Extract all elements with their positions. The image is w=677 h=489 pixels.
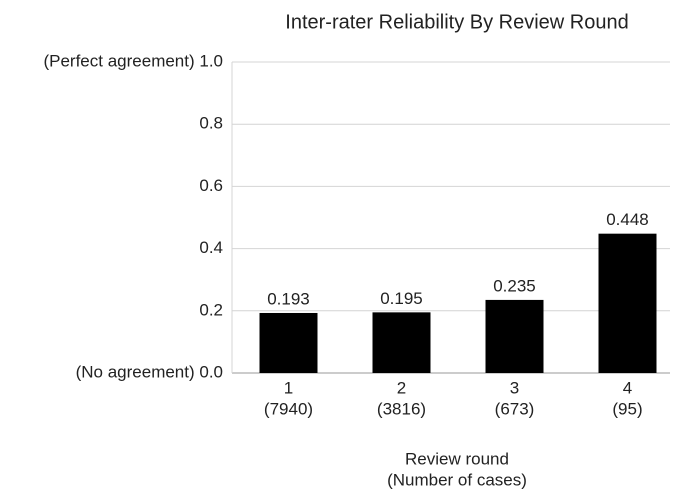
data-label: 0.448 bbox=[606, 210, 649, 229]
x-tick-label: 2 bbox=[397, 378, 406, 397]
y-tick-label: 0.6 bbox=[199, 176, 223, 195]
bar bbox=[598, 233, 657, 373]
x-tick-sublabel: (673) bbox=[495, 399, 535, 418]
y-tick-label: (Perfect agreement) 1.0 bbox=[43, 51, 223, 70]
y-tick-label: (No agreement) 0.0 bbox=[76, 362, 223, 381]
data-label: 0.235 bbox=[493, 276, 536, 295]
x-tick-sublabel: (95) bbox=[612, 399, 642, 418]
x-axis-label: (Number of cases) bbox=[387, 470, 527, 489]
data-label: 0.193 bbox=[267, 289, 310, 308]
data-label: 0.195 bbox=[380, 289, 423, 308]
bar bbox=[372, 312, 431, 373]
y-tick-label: 0.2 bbox=[199, 300, 223, 319]
x-tick-label: 4 bbox=[623, 378, 632, 397]
bar bbox=[259, 312, 318, 373]
x-tick-sublabel: (3816) bbox=[377, 399, 426, 418]
x-tick-label: 1 bbox=[284, 378, 293, 397]
chart-title: Inter-rater Reliability By Review Round bbox=[285, 11, 628, 33]
bar bbox=[485, 299, 544, 373]
x-tick-sublabel: (7940) bbox=[264, 399, 313, 418]
x-tick-label: 3 bbox=[510, 378, 519, 397]
x-axis-label: Review round bbox=[405, 449, 509, 468]
y-tick-label: 0.8 bbox=[199, 114, 223, 133]
y-tick-label: 0.4 bbox=[199, 238, 223, 257]
